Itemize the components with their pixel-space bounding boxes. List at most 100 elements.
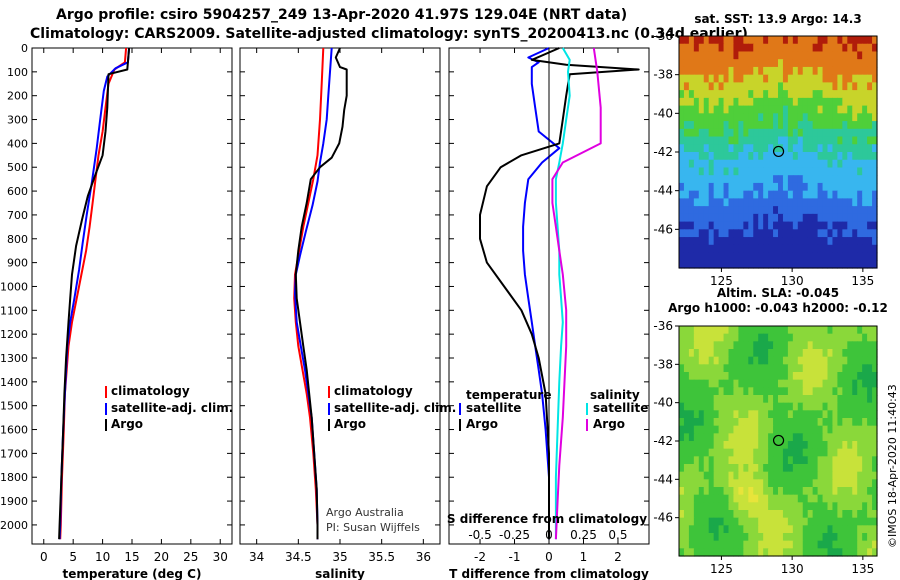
argo-position-marker xyxy=(772,434,785,447)
heatmap-cell xyxy=(758,502,764,511)
heatmap-cell xyxy=(867,525,873,534)
heatmap-cell xyxy=(738,190,744,199)
heatmap-cell xyxy=(773,128,779,138)
heatmap-cell xyxy=(847,502,853,511)
heatmap-cell xyxy=(842,113,848,122)
heatmap-cell xyxy=(679,418,685,427)
heatmap-cell xyxy=(827,502,834,511)
heatmap-cell xyxy=(708,341,715,350)
heatmap-cell xyxy=(832,341,838,350)
heatmap-cell xyxy=(852,433,858,442)
heatmap-cell xyxy=(713,43,720,53)
heatmap-cell xyxy=(698,59,705,68)
heatmap-cell xyxy=(713,533,720,542)
heatmap-cell xyxy=(797,410,804,419)
heatmap-cell xyxy=(832,97,838,107)
heatmap-cell xyxy=(753,144,759,153)
heatmap-cell xyxy=(773,175,779,184)
heatmap-cell xyxy=(852,159,858,169)
heatmap-cell xyxy=(817,379,824,388)
heatmap-cell xyxy=(787,533,794,542)
heatmap-cell xyxy=(802,167,809,176)
heatmap-cell xyxy=(748,66,754,76)
heatmap-cell xyxy=(738,66,744,76)
heatmap-cell xyxy=(812,341,819,350)
heatmap-cell xyxy=(832,464,838,473)
heatmap-cell xyxy=(708,479,715,488)
heatmap-cell xyxy=(852,525,858,534)
heatmap-cell xyxy=(872,182,878,192)
y-tick-label: 1300 xyxy=(0,352,28,365)
heatmap-cell xyxy=(679,364,685,373)
heatmap-cell xyxy=(847,517,853,526)
heatmap-cell xyxy=(817,433,824,442)
heatmap-cell xyxy=(728,356,735,365)
heatmap-cell xyxy=(842,144,848,153)
heatmap-cell xyxy=(787,333,794,342)
heatmap-cell xyxy=(733,418,739,427)
heatmap-cell xyxy=(832,190,838,199)
heatmap-cell xyxy=(738,221,744,230)
heatmap-cell xyxy=(723,182,730,192)
heatmap-cell xyxy=(837,159,843,169)
heatmap-cell xyxy=(857,525,863,534)
heatmap-cell xyxy=(679,395,685,404)
heatmap-cell xyxy=(872,244,878,254)
heatmap-cell xyxy=(768,525,774,534)
heatmap-cell xyxy=(862,517,868,526)
heatmap-cell xyxy=(812,97,819,107)
heatmap-cell xyxy=(753,425,759,434)
x-tick-label: 2 xyxy=(614,550,622,564)
heatmap-cell xyxy=(812,356,819,365)
heatmap-cell xyxy=(782,121,789,130)
heatmap-cell xyxy=(802,395,809,404)
heatmap-cell xyxy=(773,433,779,442)
heatmap-cell xyxy=(723,82,730,91)
heatmap-cell xyxy=(852,144,858,153)
heatmap-cell xyxy=(758,349,764,358)
heatmap-cell xyxy=(703,341,710,350)
heatmap-cell xyxy=(703,198,710,207)
heatmap-cell xyxy=(862,206,868,215)
heatmap-cell xyxy=(758,260,764,269)
heatmap-cell xyxy=(683,456,690,465)
heatmap-cell xyxy=(827,82,834,91)
heatmap-cell xyxy=(792,517,799,526)
heatmap-cell xyxy=(758,36,764,45)
heatmap-cell xyxy=(862,356,868,365)
heatmap-cell xyxy=(797,349,804,358)
heatmap-cell xyxy=(857,144,863,153)
heatmap-cell xyxy=(718,448,725,457)
heatmap-cell xyxy=(872,237,878,246)
heatmap-cell xyxy=(822,237,829,246)
heatmap-cell xyxy=(723,90,730,99)
heatmap-cell xyxy=(679,97,685,107)
heatmap-cell xyxy=(842,244,848,254)
heatmap-cell xyxy=(738,471,744,480)
heatmap-cell xyxy=(797,326,804,335)
heatmap-cell xyxy=(822,182,829,192)
heatmap-cell xyxy=(827,425,834,434)
heatmap-cell xyxy=(713,510,720,519)
heatmap-cell xyxy=(792,379,799,388)
heatmap-cell xyxy=(837,372,843,381)
heatmap-cell xyxy=(743,152,749,161)
heatmap-cell xyxy=(748,333,754,342)
heatmap-cell xyxy=(837,333,843,342)
x-tick-label: 35.5 xyxy=(368,550,395,564)
heatmap-cell xyxy=(842,433,848,442)
heatmap-cell xyxy=(698,51,705,60)
heatmap-cell xyxy=(872,479,878,488)
heatmap-cell xyxy=(802,448,809,457)
heatmap-cell xyxy=(748,198,754,207)
heatmap-cell xyxy=(862,74,868,83)
heatmap-cell xyxy=(708,213,715,223)
heatmap-cell xyxy=(847,36,853,45)
heatmap-cell xyxy=(753,387,759,396)
heatmap-cell xyxy=(857,356,863,365)
heatmap-cell xyxy=(822,43,829,53)
heatmap-cell xyxy=(748,90,754,99)
heatmap-cell xyxy=(728,121,735,130)
heatmap-cell xyxy=(867,548,873,557)
heatmap-cell xyxy=(768,372,774,381)
